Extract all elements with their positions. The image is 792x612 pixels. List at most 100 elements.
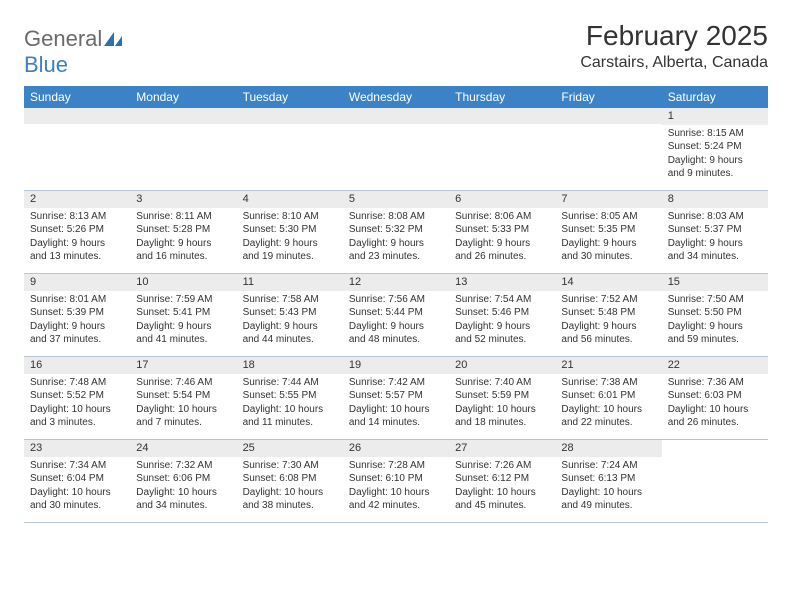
day-number: 14 xyxy=(555,274,661,291)
daylight-text: Daylight: 10 hours and 34 minutes. xyxy=(136,486,230,513)
logo-sail-icon xyxy=(104,33,122,50)
sunset-text: Sunset: 5:37 PM xyxy=(668,223,762,237)
sunset-text: Sunset: 6:12 PM xyxy=(455,472,549,486)
location-label: Carstairs, Alberta, Canada xyxy=(580,54,768,72)
day-cell: 12Sunrise: 7:56 AMSunset: 5:44 PMDayligh… xyxy=(343,274,449,356)
sunset-text: Sunset: 6:10 PM xyxy=(349,472,443,486)
weekday-thursday: Thursday xyxy=(449,86,555,108)
sunrise-text: Sunrise: 7:40 AM xyxy=(455,376,549,390)
day-body: Sunrise: 7:36 AMSunset: 6:03 PMDaylight:… xyxy=(662,374,768,434)
day-number: 20 xyxy=(449,357,555,374)
sunset-text: Sunset: 5:57 PM xyxy=(349,389,443,403)
day-body: Sunrise: 7:52 AMSunset: 5:48 PMDaylight:… xyxy=(555,291,661,351)
day-body: Sunrise: 7:46 AMSunset: 5:54 PMDaylight:… xyxy=(130,374,236,434)
daylight-text: Daylight: 9 hours and 23 minutes. xyxy=(349,237,443,264)
sunset-text: Sunset: 5:59 PM xyxy=(455,389,549,403)
daylight-text: Daylight: 9 hours and 48 minutes. xyxy=(349,320,443,347)
day-number: 8 xyxy=(662,191,768,208)
day-body: Sunrise: 7:58 AMSunset: 5:43 PMDaylight:… xyxy=(237,291,343,351)
week-row: 9Sunrise: 8:01 AMSunset: 5:39 PMDaylight… xyxy=(24,274,768,357)
day-number: 1 xyxy=(662,108,768,125)
day-cell: 22Sunrise: 7:36 AMSunset: 6:03 PMDayligh… xyxy=(662,357,768,439)
day-cell: 10Sunrise: 7:59 AMSunset: 5:41 PMDayligh… xyxy=(130,274,236,356)
day-number: 9 xyxy=(24,274,130,291)
sunrise-text: Sunrise: 7:59 AM xyxy=(136,293,230,307)
day-number: 27 xyxy=(449,440,555,457)
weekday-saturday: Saturday xyxy=(662,86,768,108)
header-row: General Blue February 2025 Carstairs, Al… xyxy=(24,20,768,78)
day-number-empty xyxy=(449,108,555,124)
day-number-empty xyxy=(130,108,236,124)
day-cell xyxy=(555,108,661,190)
day-cell xyxy=(343,108,449,190)
daylight-text: Daylight: 10 hours and 42 minutes. xyxy=(349,486,443,513)
sunset-text: Sunset: 5:33 PM xyxy=(455,223,549,237)
weekday-monday: Monday xyxy=(130,86,236,108)
sunrise-text: Sunrise: 7:52 AM xyxy=(561,293,655,307)
daylight-text: Daylight: 10 hours and 38 minutes. xyxy=(243,486,337,513)
daylight-text: Daylight: 10 hours and 45 minutes. xyxy=(455,486,549,513)
daylight-text: Daylight: 10 hours and 14 minutes. xyxy=(349,403,443,430)
sunset-text: Sunset: 5:48 PM xyxy=(561,306,655,320)
day-cell: 4Sunrise: 8:10 AMSunset: 5:30 PMDaylight… xyxy=(237,191,343,273)
sunrise-text: Sunrise: 7:30 AM xyxy=(243,459,337,473)
week-row: 2Sunrise: 8:13 AMSunset: 5:26 PMDaylight… xyxy=(24,191,768,274)
sunrise-text: Sunrise: 8:11 AM xyxy=(136,210,230,224)
day-number: 16 xyxy=(24,357,130,374)
daylight-text: Daylight: 10 hours and 11 minutes. xyxy=(243,403,337,430)
day-cell: 21Sunrise: 7:38 AMSunset: 6:01 PMDayligh… xyxy=(555,357,661,439)
sunset-text: Sunset: 5:41 PM xyxy=(136,306,230,320)
sunrise-text: Sunrise: 8:05 AM xyxy=(561,210,655,224)
day-body: Sunrise: 7:40 AMSunset: 5:59 PMDaylight:… xyxy=(449,374,555,434)
sunrise-text: Sunrise: 7:34 AM xyxy=(30,459,124,473)
week-row: 23Sunrise: 7:34 AMSunset: 6:04 PMDayligh… xyxy=(24,440,768,523)
day-body: Sunrise: 7:24 AMSunset: 6:13 PMDaylight:… xyxy=(555,457,661,517)
day-cell xyxy=(130,108,236,190)
day-cell: 8Sunrise: 8:03 AMSunset: 5:37 PMDaylight… xyxy=(662,191,768,273)
sunset-text: Sunset: 6:04 PM xyxy=(30,472,124,486)
day-cell: 3Sunrise: 8:11 AMSunset: 5:28 PMDaylight… xyxy=(130,191,236,273)
day-number: 26 xyxy=(343,440,449,457)
daylight-text: Daylight: 10 hours and 30 minutes. xyxy=(30,486,124,513)
sunset-text: Sunset: 5:32 PM xyxy=(349,223,443,237)
daylight-text: Daylight: 9 hours and 9 minutes. xyxy=(668,154,762,181)
daylight-text: Daylight: 9 hours and 34 minutes. xyxy=(668,237,762,264)
day-body: Sunrise: 8:06 AMSunset: 5:33 PMDaylight:… xyxy=(449,208,555,268)
sunset-text: Sunset: 6:08 PM xyxy=(243,472,337,486)
day-number: 18 xyxy=(237,357,343,374)
calendar-page: General Blue February 2025 Carstairs, Al… xyxy=(0,0,792,543)
sunrise-text: Sunrise: 8:08 AM xyxy=(349,210,443,224)
day-cell: 27Sunrise: 7:26 AMSunset: 6:12 PMDayligh… xyxy=(449,440,555,522)
sunrise-text: Sunrise: 7:42 AM xyxy=(349,376,443,390)
day-cell: 5Sunrise: 8:08 AMSunset: 5:32 PMDaylight… xyxy=(343,191,449,273)
day-cell: 1Sunrise: 8:15 AMSunset: 5:24 PMDaylight… xyxy=(662,108,768,190)
day-body: Sunrise: 7:48 AMSunset: 5:52 PMDaylight:… xyxy=(24,374,130,434)
day-cell: 16Sunrise: 7:48 AMSunset: 5:52 PMDayligh… xyxy=(24,357,130,439)
logo-text-block: General Blue xyxy=(24,26,122,78)
day-cell: 15Sunrise: 7:50 AMSunset: 5:50 PMDayligh… xyxy=(662,274,768,356)
sunset-text: Sunset: 5:35 PM xyxy=(561,223,655,237)
day-body: Sunrise: 7:28 AMSunset: 6:10 PMDaylight:… xyxy=(343,457,449,517)
day-number-empty xyxy=(343,108,449,124)
daylight-text: Daylight: 9 hours and 59 minutes. xyxy=(668,320,762,347)
day-body: Sunrise: 8:15 AMSunset: 5:24 PMDaylight:… xyxy=(662,125,768,185)
sunrise-text: Sunrise: 7:38 AM xyxy=(561,376,655,390)
sunrise-text: Sunrise: 7:36 AM xyxy=(668,376,762,390)
day-number: 12 xyxy=(343,274,449,291)
daylight-text: Daylight: 10 hours and 18 minutes. xyxy=(455,403,549,430)
day-number: 2 xyxy=(24,191,130,208)
sunset-text: Sunset: 5:52 PM xyxy=(30,389,124,403)
week-row: 1Sunrise: 8:15 AMSunset: 5:24 PMDaylight… xyxy=(24,108,768,191)
day-body: Sunrise: 7:32 AMSunset: 6:06 PMDaylight:… xyxy=(130,457,236,517)
sunset-text: Sunset: 5:55 PM xyxy=(243,389,337,403)
day-body: Sunrise: 8:11 AMSunset: 5:28 PMDaylight:… xyxy=(130,208,236,268)
sunrise-text: Sunrise: 7:46 AM xyxy=(136,376,230,390)
day-body: Sunrise: 7:30 AMSunset: 6:08 PMDaylight:… xyxy=(237,457,343,517)
weekday-friday: Friday xyxy=(555,86,661,108)
day-body: Sunrise: 8:13 AMSunset: 5:26 PMDaylight:… xyxy=(24,208,130,268)
sunset-text: Sunset: 5:26 PM xyxy=(30,223,124,237)
day-cell: 18Sunrise: 7:44 AMSunset: 5:55 PMDayligh… xyxy=(237,357,343,439)
sunrise-text: Sunrise: 7:32 AM xyxy=(136,459,230,473)
daylight-text: Daylight: 9 hours and 41 minutes. xyxy=(136,320,230,347)
day-number: 4 xyxy=(237,191,343,208)
